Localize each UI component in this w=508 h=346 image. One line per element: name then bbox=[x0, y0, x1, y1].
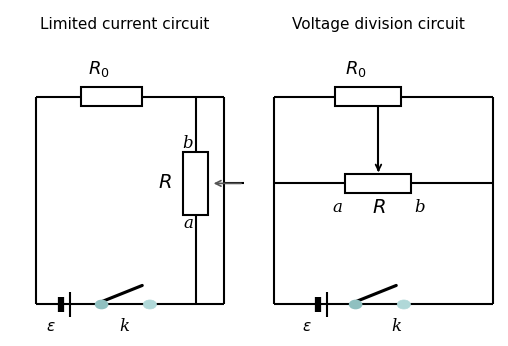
Text: k: k bbox=[391, 318, 401, 336]
Bar bbox=[183, 152, 208, 215]
Circle shape bbox=[143, 300, 156, 309]
Text: $R$: $R$ bbox=[372, 199, 385, 217]
Text: a: a bbox=[333, 199, 343, 216]
Text: b: b bbox=[414, 199, 424, 216]
Text: k: k bbox=[119, 318, 130, 336]
Bar bbox=[345, 174, 411, 193]
Bar bbox=[335, 88, 401, 107]
Text: a: a bbox=[183, 215, 193, 232]
Circle shape bbox=[96, 300, 108, 309]
Text: $\varepsilon$: $\varepsilon$ bbox=[302, 319, 312, 335]
Text: $\varepsilon$: $\varepsilon$ bbox=[46, 319, 56, 335]
Circle shape bbox=[350, 300, 362, 309]
Text: b: b bbox=[183, 135, 193, 152]
Text: Voltage division circuit: Voltage division circuit bbox=[292, 17, 465, 32]
Text: $R_0$: $R_0$ bbox=[345, 59, 366, 79]
Text: $R$: $R$ bbox=[158, 174, 172, 192]
Text: Limited current circuit: Limited current circuit bbox=[40, 17, 209, 32]
Bar bbox=[81, 88, 142, 107]
Circle shape bbox=[397, 300, 410, 309]
Text: $R_0$: $R_0$ bbox=[88, 59, 110, 79]
